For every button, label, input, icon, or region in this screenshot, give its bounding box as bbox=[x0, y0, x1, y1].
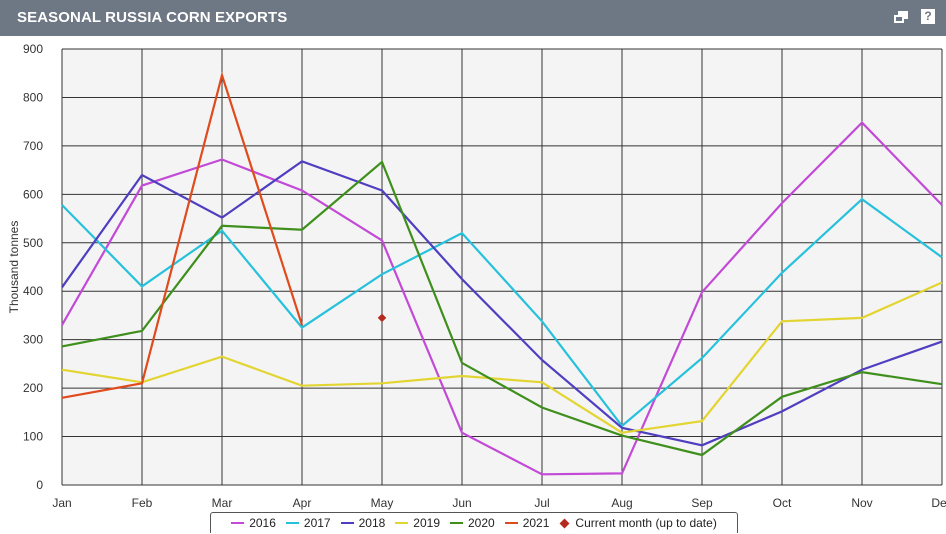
series-line-2016 bbox=[61, 121, 943, 476]
x-tick-label: Nov bbox=[851, 496, 872, 510]
legend-label: 2019 bbox=[413, 516, 440, 530]
y-tick-label: 0 bbox=[36, 478, 43, 492]
x-tick-label: Jul bbox=[534, 496, 549, 510]
plot-area bbox=[62, 49, 942, 485]
legend-label: 2018 bbox=[358, 516, 386, 530]
y-tick-label: 400 bbox=[23, 284, 43, 298]
x-tick-label: Apr bbox=[293, 496, 312, 510]
legend-item-2018[interactable]: 2018 bbox=[340, 516, 386, 530]
y-tick-label: 500 bbox=[23, 236, 43, 250]
restore-window-icon[interactable] bbox=[894, 10, 908, 24]
legend-swatch bbox=[450, 522, 463, 524]
x-tick-label: Sep bbox=[691, 496, 713, 510]
legend-swatch bbox=[285, 522, 299, 524]
legend-label: Current month (up to date) bbox=[575, 516, 717, 530]
y-tick-label: 800 bbox=[23, 90, 43, 104]
series-line-2019 bbox=[61, 281, 943, 434]
legend-label: 2020 bbox=[468, 516, 495, 530]
x-tick-label: Jun bbox=[452, 496, 471, 510]
x-tick-label: Dec bbox=[931, 496, 946, 510]
x-tick-label: Oct bbox=[773, 496, 792, 510]
y-tick-label: 300 bbox=[23, 333, 43, 347]
y-tick-label: 100 bbox=[23, 430, 43, 444]
chart-legend: 2016 2017 2018 2019 2020 2021 Current month (u… bbox=[210, 512, 738, 533]
current-month-marker bbox=[377, 313, 387, 323]
legend-diamond-icon bbox=[559, 518, 570, 528]
legend-item-current-month[interactable]: Current month (up to date) bbox=[559, 516, 717, 530]
line-chart: 0 100 200 300 400 500 600 700 800 900 Jan Feb Mar Apr… bbox=[7, 42, 946, 510]
legend-swatch bbox=[395, 522, 409, 524]
legend-item-2017[interactable]: 2017 bbox=[285, 516, 331, 530]
y-tick-label: 200 bbox=[23, 381, 43, 395]
series-line-2021 bbox=[61, 71, 304, 399]
y-axis-label: Thousand tonnes bbox=[7, 221, 21, 314]
legend-item-2021[interactable]: 2021 bbox=[504, 516, 550, 530]
legend-item-2019[interactable]: 2019 bbox=[395, 516, 440, 530]
x-tick-label: Feb bbox=[132, 496, 153, 510]
legend-swatch bbox=[231, 522, 245, 524]
series-line-2017 bbox=[61, 197, 943, 428]
x-tick-label: Jan bbox=[52, 496, 71, 510]
legend-swatch bbox=[504, 522, 518, 524]
chart-title: SEASONAL RUSSIA CORN EXPORTS bbox=[17, 9, 288, 26]
y-tick-label: 600 bbox=[23, 187, 43, 201]
help-icon[interactable]: ? bbox=[921, 9, 935, 24]
legend-label: 2017 bbox=[303, 516, 331, 530]
legend-label: 2021 bbox=[522, 516, 550, 530]
series-line-2020 bbox=[61, 160, 943, 457]
legend-swatch bbox=[340, 522, 354, 524]
legend-item-2020[interactable]: 2020 bbox=[450, 516, 495, 530]
y-tick-label: 900 bbox=[23, 42, 43, 56]
x-tick-label: May bbox=[371, 496, 394, 510]
legend-label: 2016 bbox=[249, 516, 276, 530]
legend-item-2016[interactable]: 2016 bbox=[231, 516, 276, 530]
x-tick-label: Mar bbox=[212, 496, 233, 510]
x-tick-label: Aug bbox=[611, 496, 632, 510]
chart-header: SEASONAL RUSSIA CORN EXPORTS ? bbox=[0, 0, 946, 36]
series-line-2018 bbox=[61, 160, 943, 447]
y-tick-label: 700 bbox=[23, 139, 43, 153]
